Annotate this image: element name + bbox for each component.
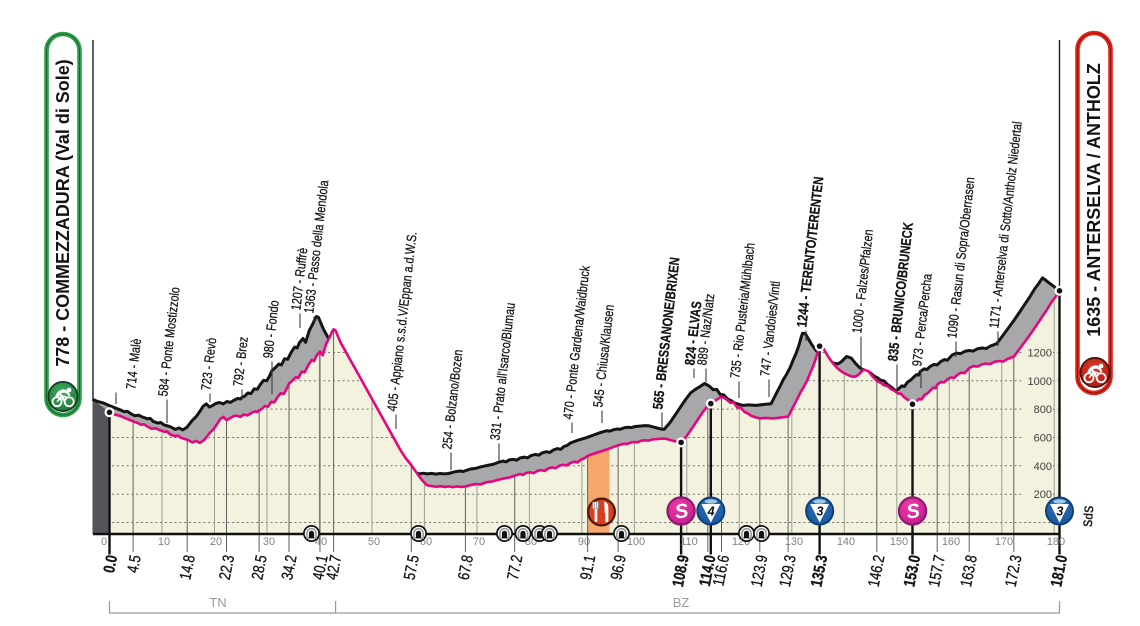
svg-text:28.5: 28.5 [249,554,271,582]
svg-text:157.7: 157.7 [926,554,949,589]
svg-text:130: 130 [785,536,803,548]
svg-text:70: 70 [473,536,485,548]
svg-text:123.9: 123.9 [748,554,771,589]
svg-text:34.2: 34.2 [279,554,301,582]
svg-text:22.3: 22.3 [217,554,239,582]
svg-text:30: 30 [263,536,275,548]
svg-text:146.2: 146.2 [865,554,888,589]
svg-text:3: 3 [816,505,823,519]
svg-text:114.0: 114.0 [697,554,720,588]
svg-text:57.5: 57.5 [401,554,423,582]
svg-text:BZ: BZ [673,595,690,610]
svg-text:723 - Revò: 723 - Revò [198,337,219,391]
svg-text:91.1: 91.1 [578,554,600,582]
svg-text:172.3: 172.3 [1002,554,1025,589]
svg-text:40: 40 [315,536,327,548]
svg-text:100: 100 [627,536,645,548]
svg-text:714 - Malè: 714 - Malè [123,337,144,390]
svg-text:1000: 1000 [1028,376,1052,388]
svg-text:163.8: 163.8 [958,554,981,589]
svg-text:50: 50 [368,536,380,548]
svg-text:181.0: 181.0 [1048,554,1071,589]
svg-text:200: 200 [1034,489,1052,501]
svg-text:S: S [905,500,922,524]
svg-text:S: S [674,500,691,524]
svg-text:SdS: SdS [1080,505,1097,527]
svg-text:140: 140 [837,536,855,548]
svg-text:135.3: 135.3 [808,554,831,589]
svg-text:792 - Brez: 792 - Brez [230,336,251,387]
svg-text:180: 180 [1047,536,1065,548]
svg-text:1635 - ANTERSELVA / ANTHOLZ: 1635 - ANTERSELVA / ANTHOLZ [1084,63,1104,336]
svg-text:3: 3 [1056,505,1063,519]
svg-text:TN: TN [209,595,226,610]
svg-text:160: 160 [942,536,960,548]
svg-text:77.2: 77.2 [505,554,527,582]
svg-text:42.7: 42.7 [324,554,346,582]
svg-text:600: 600 [1034,433,1052,445]
svg-text:778 - COMMEZZADURA (Val di Sol: 778 - COMMEZZADURA (Val di Sole) [53,59,73,366]
svg-text:170: 170 [995,536,1013,548]
svg-text:4.5: 4.5 [124,554,145,575]
svg-text:10: 10 [158,536,170,548]
svg-text:980 - Fondo: 980 - Fondo [260,299,282,359]
svg-text:90: 90 [578,536,590,548]
svg-text:96.9: 96.9 [608,554,630,582]
svg-text:150: 150 [890,536,908,548]
svg-text:40.1: 40.1 [310,554,332,582]
svg-text:108.9: 108.9 [670,554,693,589]
svg-text:14.8: 14.8 [177,554,199,582]
svg-text:20: 20 [210,536,222,548]
svg-text:153.0: 153.0 [901,554,924,589]
svg-text:400: 400 [1034,461,1052,473]
svg-text:67.8: 67.8 [455,554,477,582]
svg-text:1200: 1200 [1028,348,1052,360]
svg-text:800: 800 [1034,404,1052,416]
svg-text:129.3: 129.3 [777,554,800,589]
svg-text:0: 0 [101,536,107,548]
svg-text:110: 110 [680,536,698,548]
svg-text:1207 - Ruffrè: 1207 - Ruffrè [288,247,310,311]
svg-text:116.6: 116.6 [710,554,733,588]
svg-text:0.0: 0.0 [101,554,122,575]
svg-text:824 - ELVAS: 824 - ELVAS [682,301,705,367]
svg-text:4: 4 [707,505,715,519]
